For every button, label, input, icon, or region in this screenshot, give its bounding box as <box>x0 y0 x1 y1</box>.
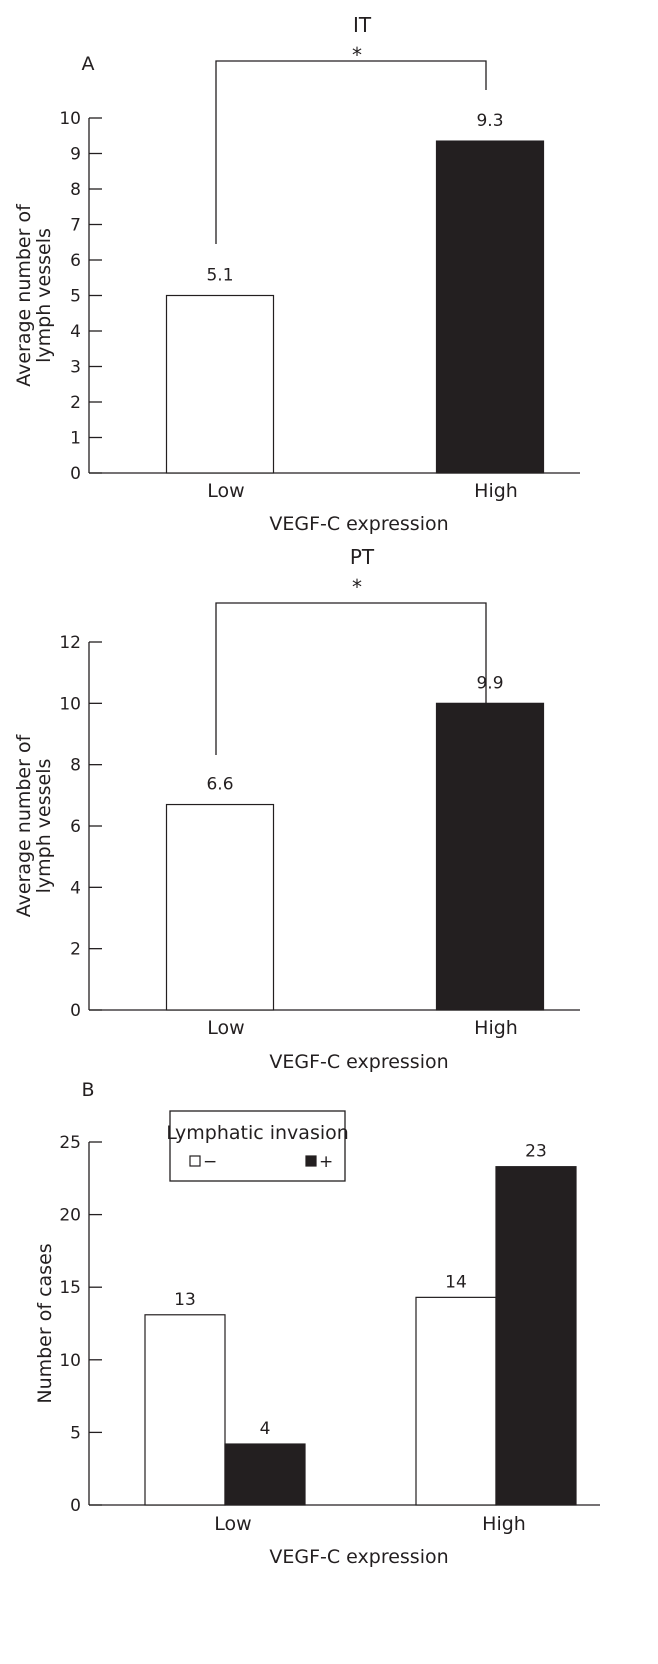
y-tick-label: 4 <box>70 878 81 898</box>
data-label: 5.1 <box>206 266 233 286</box>
y-axis-label: Average number of <box>13 733 35 917</box>
y-tick-label: 2 <box>70 393 81 413</box>
y-tick-label: 8 <box>70 180 81 200</box>
y-tick-label: 0 <box>70 464 81 484</box>
bar-low <box>165 803 275 1011</box>
y-tick-label: 0 <box>70 1496 81 1516</box>
y-tick-label: 25 <box>59 1133 81 1153</box>
x-tick-label: Low <box>207 1017 244 1039</box>
chart-title: PT <box>350 545 375 569</box>
data-label: 9.9 <box>476 673 503 693</box>
panel-label: B <box>81 1079 94 1101</box>
significance-star: * <box>352 575 362 599</box>
y-tick-label: 10 <box>59 1351 81 1371</box>
y-tick-label: 10 <box>59 109 81 129</box>
significance-bracket <box>215 602 487 755</box>
y-tick-label: 15 <box>59 1278 81 1298</box>
chart-title: IT <box>353 13 372 37</box>
data-label: 13 <box>174 1290 196 1310</box>
panel-label: A <box>82 53 95 75</box>
y-axis-label: lymph vessels <box>33 228 55 363</box>
y-tick-label: 6 <box>70 817 81 837</box>
y-tick-label: 3 <box>70 358 81 378</box>
chart-panel-3: B 0 5 10 15 20 25 Number of cases 13 4 14 23 Low High… <box>34 1079 600 1568</box>
y-tick-label: 12 <box>59 633 81 653</box>
y-tick-label: 2 <box>70 940 81 960</box>
y-tick-label: 0 <box>70 1001 81 1021</box>
significance-bracket <box>215 60 487 244</box>
bar-low <box>165 294 275 474</box>
bar-high <box>435 702 545 1011</box>
y-axis-label: Average number of <box>13 203 35 387</box>
y-tick-label: 10 <box>59 694 81 714</box>
y-tick-label: 20 <box>59 1206 81 1226</box>
data-label: 23 <box>525 1142 547 1162</box>
y-tick-label: 7 <box>70 216 81 236</box>
bar-high-positive <box>495 1166 577 1506</box>
bar-high <box>435 140 545 474</box>
x-axis-label: VEGF-C expression <box>269 1546 448 1568</box>
bar-high-negative <box>415 1296 497 1506</box>
x-tick-label: High <box>474 480 518 502</box>
bar-low-positive <box>224 1443 306 1506</box>
x-tick-label: Low <box>214 1513 251 1535</box>
legend-label: + <box>319 1152 333 1172</box>
data-label: 9.3 <box>476 111 503 131</box>
y-tick-label: 5 <box>70 287 81 307</box>
data-label: 6.6 <box>206 775 233 795</box>
y-tick-label: 6 <box>70 251 81 271</box>
bar-low-negative <box>144 1314 226 1506</box>
legend-title: Lymphatic invasion <box>166 1122 349 1144</box>
legend-label: − <box>203 1152 217 1172</box>
x-tick-label: High <box>474 1017 518 1039</box>
legend-swatch <box>305 1155 317 1167</box>
significance-star: * <box>352 43 362 67</box>
y-axis-label: lymph vessels <box>33 759 55 894</box>
y-tick-label: 8 <box>70 756 81 776</box>
y-tick-label: 1 <box>70 429 81 449</box>
y-tick-label: 5 <box>70 1423 81 1443</box>
data-label: 4 <box>260 1419 271 1439</box>
x-axis-label: VEGF-C expression <box>269 1051 448 1073</box>
y-tick-label: 9 <box>70 145 81 165</box>
legend: Lymphatic invasion − + <box>166 1110 349 1182</box>
x-axis-label: VEGF-C expression <box>269 513 448 535</box>
x-tick-label: Low <box>207 480 244 502</box>
y-axis-label: Number of cases <box>34 1243 56 1403</box>
legend-swatch <box>189 1155 201 1167</box>
x-tick-label: High <box>482 1513 526 1535</box>
legend-box <box>169 1110 346 1182</box>
y-tick-label: 4 <box>70 322 81 342</box>
data-label: 14 <box>445 1272 467 1292</box>
